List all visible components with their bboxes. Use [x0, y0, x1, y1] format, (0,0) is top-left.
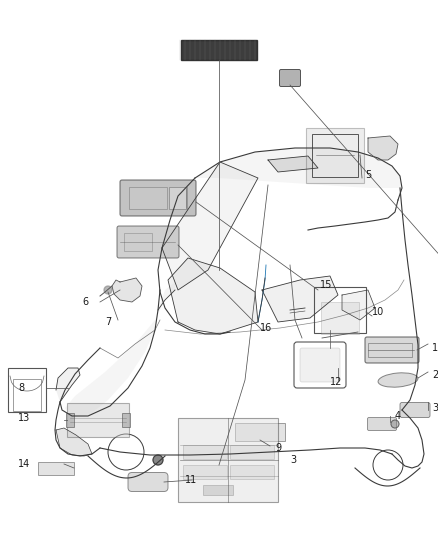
Polygon shape [268, 156, 318, 172]
Bar [230, 445, 274, 459]
Bar [13, 379, 41, 411]
Text: 6: 6 [82, 297, 88, 307]
Text: 4: 4 [395, 411, 401, 421]
Bar [203, 485, 233, 495]
Text: 15: 15 [320, 280, 332, 290]
Text: 16: 16 [260, 323, 272, 333]
FancyBboxPatch shape [120, 180, 196, 216]
FancyBboxPatch shape [365, 337, 419, 363]
FancyBboxPatch shape [117, 226, 179, 258]
Bar [230, 465, 274, 479]
Text: 10: 10 [372, 307, 384, 317]
Circle shape [104, 286, 112, 294]
Bar [312, 133, 358, 176]
Polygon shape [168, 258, 258, 334]
Bar [178, 418, 278, 502]
Bar [169, 187, 187, 209]
Bar [124, 233, 152, 251]
Text: 13: 13 [18, 413, 30, 423]
Bar [38, 462, 74, 474]
Bar [66, 413, 74, 427]
Bar [235, 423, 285, 441]
Bar [306, 127, 364, 182]
Text: 8: 8 [18, 383, 24, 393]
FancyBboxPatch shape [300, 348, 340, 382]
FancyBboxPatch shape [367, 417, 396, 431]
Bar [183, 465, 227, 479]
Ellipse shape [378, 373, 418, 387]
Text: 9: 9 [275, 443, 281, 453]
Polygon shape [56, 368, 80, 402]
Bar [67, 403, 129, 437]
Polygon shape [112, 278, 142, 302]
Bar [8, 368, 46, 412]
Bar [181, 40, 257, 60]
Polygon shape [195, 148, 402, 188]
Polygon shape [368, 136, 398, 160]
Text: 3: 3 [290, 455, 296, 465]
FancyBboxPatch shape [400, 402, 430, 417]
Text: 1: 1 [432, 343, 438, 353]
Bar [129, 187, 167, 209]
Bar [122, 413, 130, 427]
Polygon shape [162, 162, 258, 290]
Bar [368, 343, 412, 357]
Circle shape [391, 420, 399, 428]
FancyBboxPatch shape [279, 69, 300, 86]
Text: 5: 5 [365, 170, 371, 180]
Polygon shape [262, 276, 338, 322]
Circle shape [153, 455, 163, 465]
Text: 2: 2 [432, 370, 438, 380]
Bar [314, 287, 366, 333]
Bar [321, 302, 359, 334]
Text: 14: 14 [18, 459, 30, 469]
Text: 7: 7 [105, 317, 111, 327]
Text: 12: 12 [330, 377, 343, 387]
Polygon shape [56, 428, 92, 456]
FancyBboxPatch shape [128, 472, 168, 491]
Polygon shape [342, 290, 375, 320]
Text: 11: 11 [185, 475, 197, 485]
Polygon shape [65, 282, 175, 418]
Text: 3: 3 [432, 403, 438, 413]
Bar [183, 445, 227, 459]
